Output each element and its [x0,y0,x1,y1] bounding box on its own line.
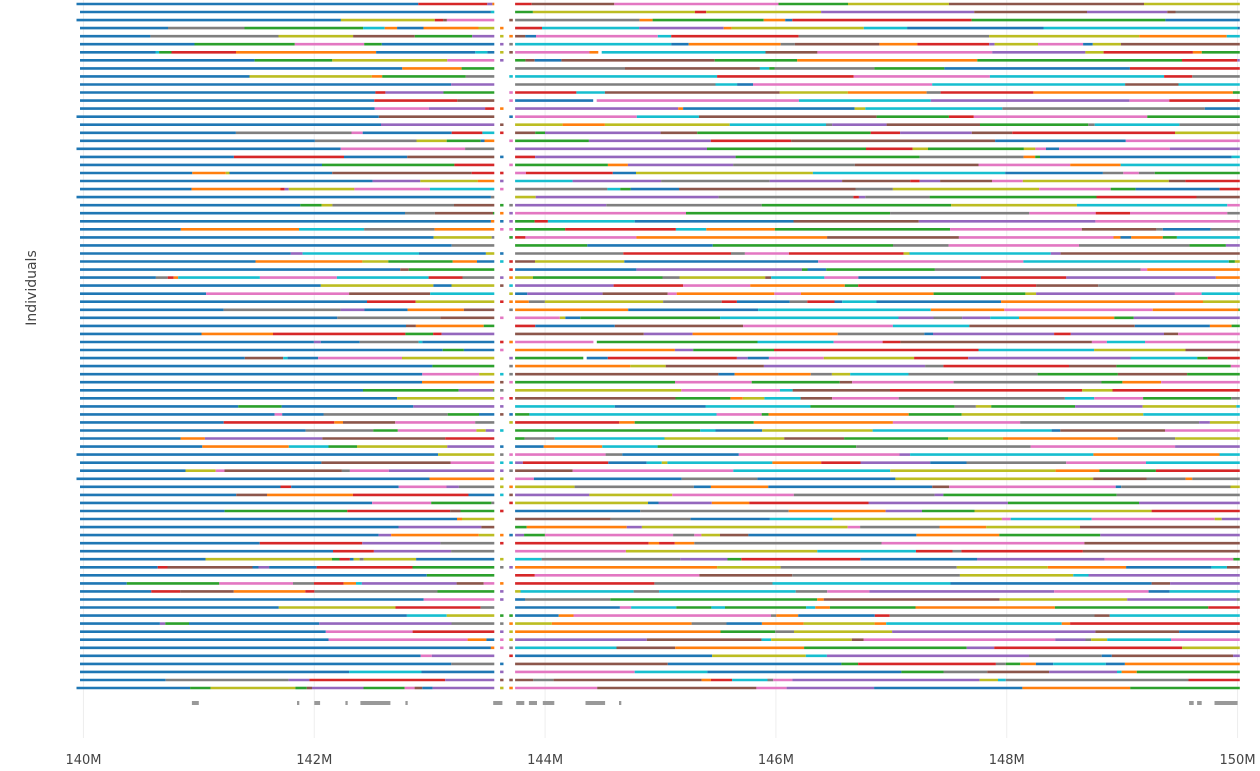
coverage-block-13 [1197,701,1202,705]
coverage-block-8 [528,701,537,705]
coverage-block-0 [191,701,199,705]
coverage-block-1 [297,701,300,705]
coverage-block-14 [1214,701,1238,705]
x-axis: 140M 142M 144M 146M 148M 150M [65,753,1255,768]
coverage-block-2 [314,701,321,705]
coverage-block-6 [493,701,503,705]
x-tick-label-3: 146M [758,753,794,768]
y-axis-label: Individuals [24,250,40,325]
coverage-block-4 [360,701,391,705]
coverage-block-3 [345,701,348,705]
x-tick-label-5: 150M [1220,753,1256,768]
coverage-block-5 [405,701,408,705]
individual-rows [76,2,1240,690]
coverage-block-9 [542,701,555,705]
coverage-block-10 [585,701,606,705]
x-tick-label-4: 148M [989,753,1025,768]
grid-lines [82,0,1239,738]
coverage-block-11 [619,701,622,705]
coverage-block-12 [1189,701,1194,705]
x-tick-label-2: 144M [527,753,563,768]
coverage-block-7 [516,701,525,705]
coverage-track [191,701,1238,705]
x-tick-label-1: 142M [296,753,332,768]
x-tick-label-0: 140M [65,753,101,768]
